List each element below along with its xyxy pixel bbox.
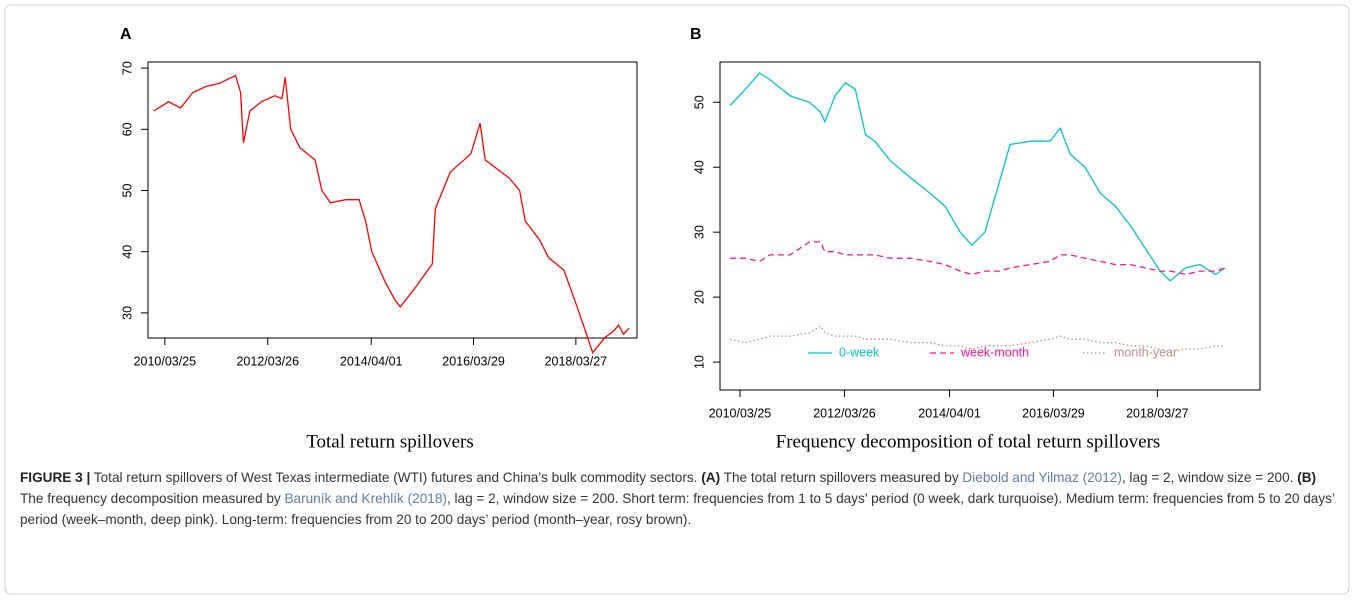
x-tick-label: 2014/04/01 [340,354,403,368]
y-tick-label: 40 [120,245,134,259]
y-tick-label: 30 [692,225,706,239]
legend-label: 0-week [839,345,880,359]
caption-text: The total return spillovers measured by [720,470,963,485]
citation-link[interactable]: Baruník and Krehlík (2018) [284,491,447,506]
x-tick-label: 2016/03/29 [442,354,505,368]
panel-subtitle: Frequency decomposition of total return … [776,431,1161,452]
x-tick-label: 2010/03/25 [134,354,197,368]
x-tick-label: 2012/03/26 [236,354,299,368]
caption-text: , lag = 2, window size = 200. Short term… [20,491,1335,527]
y-tick-label: 40 [692,160,706,174]
figure-border [4,4,1350,595]
legend-label: week-month [960,345,1029,359]
caption-text: The frequency decomposition measured by [20,491,285,506]
y-tick-label: 10 [692,355,706,369]
panel-label: A [120,26,132,43]
x-tick-label: 2014/04/01 [918,406,981,420]
plot-box [719,61,1261,391]
caption: FIGURE 3 | Total return spillovers of We… [20,467,1338,530]
citation-link[interactable]: Diebold and Yilmaz (2012) [962,470,1122,485]
y-tick-label: 20 [692,290,706,304]
y-tick-label: 50 [692,95,706,109]
x-tick-label: 2010/03/25 [709,406,772,420]
y-tick-label: 50 [120,184,134,198]
x-tick-label: 2012/03/26 [813,406,876,420]
caption-panel: (A) [701,470,721,485]
y-tick-label: 70 [120,61,134,75]
panel-label: B [690,26,702,43]
x-tick-label: 2018/03/27 [1126,406,1189,420]
legend-label: month-year [1114,345,1177,359]
plot-box [147,61,638,339]
caption-panel: (B) [1297,470,1317,485]
data-line [153,74,630,355]
y-tick-label: 60 [120,122,134,136]
caption-text: , lag = 2, window size = 200. [1121,470,1298,485]
data-line [730,241,1226,276]
data-line [729,72,1226,282]
panel-subtitle: Total return spillovers [306,431,474,452]
caption-text: Total return spillovers of West Texas in… [90,470,702,485]
x-tick-label: 2018/03/27 [545,354,608,368]
x-tick-label: 2016/03/29 [1022,406,1085,420]
caption-label: FIGURE 3 | [20,470,91,485]
y-tick-label: 30 [120,306,134,320]
